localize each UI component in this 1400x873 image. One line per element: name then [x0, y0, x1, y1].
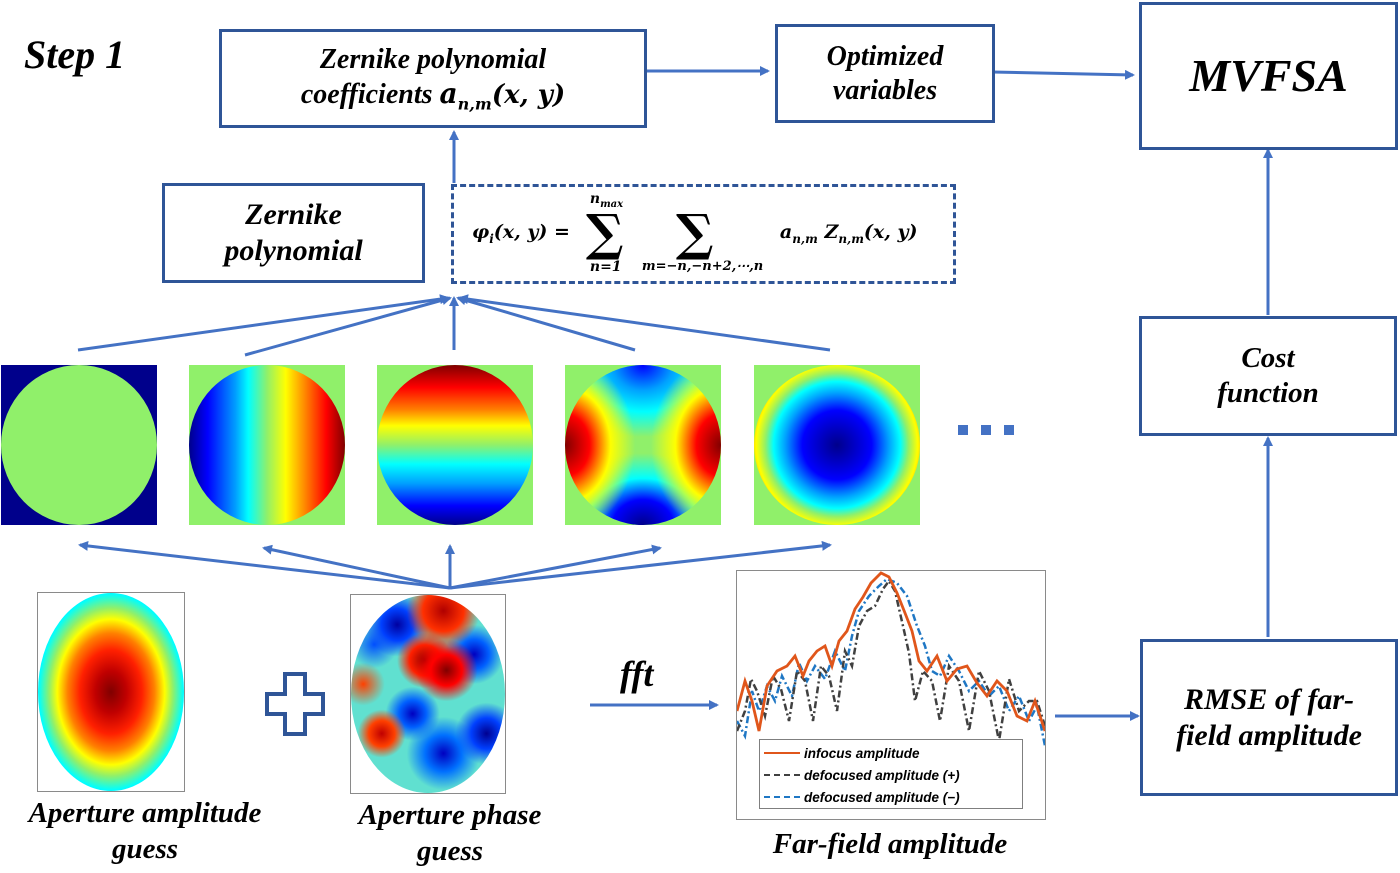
far-field-legend: infocus amplitude defocused amplitude (+…: [759, 739, 1023, 809]
mvfsa-box: MVFSA: [1139, 2, 1398, 150]
aperture-phase-frame: [350, 594, 506, 794]
tilt-y-disc: [377, 365, 533, 525]
equation-lhs: φi(x, y) =: [472, 221, 570, 247]
aperture-amplitude-label: Aperture amplitude guess: [28, 797, 262, 866]
zernike-mode-defocus: [754, 365, 920, 525]
far-field-caption: Far-field amplitude: [772, 828, 1008, 860]
astigmatism-disc: [565, 365, 721, 525]
rmse-line2: field amplitude: [1176, 718, 1362, 752]
zernike-line2: polynomial: [224, 234, 363, 267]
optimized-line2: variables: [832, 74, 938, 106]
aperture-amplitude-image: [38, 593, 184, 791]
step-label: Step 1: [24, 32, 126, 77]
coefficients-line2: coefficients an,m(x, y): [300, 76, 566, 114]
piston-disc: [1, 365, 157, 525]
optimized-variables-box: Optimized variables: [775, 24, 995, 123]
far-field-chart: infocus amplitude defocused amplitude (+…: [736, 570, 1046, 820]
cost-function-box: Cost function: [1139, 316, 1397, 436]
mvfsa-label: MVFSA: [1189, 50, 1348, 102]
zernike-equation-box: φi(x, y) = nmax ∑ n=1 ∑ m=−n,−n+2,⋯,n an…: [451, 184, 956, 284]
more-modes-ellipsis: [958, 425, 1014, 435]
equation-rhs-term: an,m Zn,m(x, y): [779, 221, 918, 247]
defocus-disc: [754, 365, 920, 525]
sum-n: nmax ∑ n=1: [585, 191, 624, 275]
legend-item-infocus: infocus amplitude: [764, 742, 1018, 764]
zernike-mode-tilt-x: [189, 365, 345, 525]
zernike-coefficients-box: Zernike polynomial coefficients an,m(x, …: [219, 29, 647, 128]
zernike-line1: Zernike: [245, 198, 342, 231]
sum-m: ∑ m=−n,−n+2,⋯,n: [641, 203, 764, 274]
zernike-mode-tilt-y: [377, 365, 533, 525]
zernike-polynomial-box: Zernike polynomial: [162, 183, 425, 283]
cost-line1: Cost: [1241, 342, 1295, 375]
zernike-mode-astigmatism: [565, 365, 721, 525]
legend-item-defocus-plus: defocused amplitude (+): [764, 764, 1018, 786]
legend-item-defocus-minus: defocused amplitude (−): [764, 786, 1018, 808]
aperture-amplitude-frame: [37, 592, 185, 792]
tilt-x-disc: [189, 365, 345, 525]
aperture-phase-image: [351, 595, 505, 793]
rmse-line1: RMSE of far-: [1183, 682, 1355, 716]
cost-line2: function: [1217, 377, 1319, 409]
coefficients-line1: Zernike polynomial: [319, 44, 547, 76]
zernike-mode-piston: [1, 365, 157, 525]
rmse-box: RMSE of far- field amplitude: [1140, 639, 1398, 796]
optimized-line1: Optimized: [826, 40, 944, 72]
fft-label: fft: [620, 654, 654, 694]
aperture-phase-label: Aperture phase guess: [358, 799, 542, 868]
far-field-plot: [737, 571, 1045, 747]
plus-icon: [265, 672, 325, 736]
